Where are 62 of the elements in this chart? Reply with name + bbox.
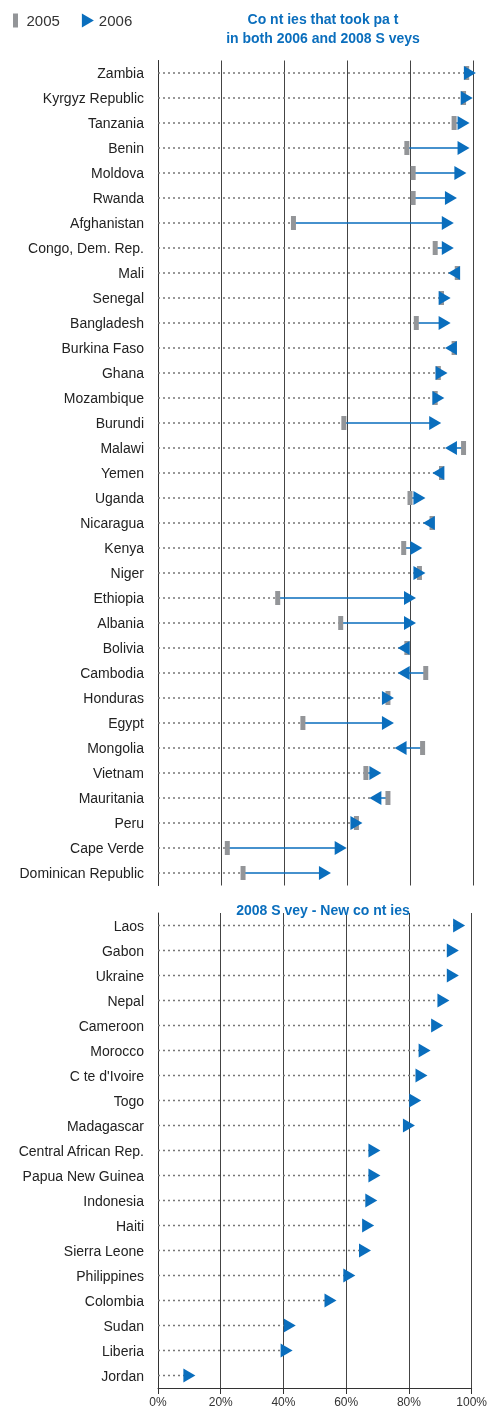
y-tick-label: Rwanda	[92, 190, 145, 206]
y-tick-label: Moldova	[91, 165, 145, 181]
y-tick-label: Bangladesh	[70, 315, 144, 331]
x-tick-label: 20%	[208, 1395, 234, 1409]
y-tick-label: Zambia	[97, 65, 145, 81]
legend-label: 2005	[26, 12, 60, 29]
y-tick-label: Burkina Faso	[61, 340, 145, 356]
y-tick-label: Kenya	[104, 540, 145, 556]
y-tick-label: Mongolia	[87, 740, 145, 756]
y-tick-label: Morocco	[90, 1042, 145, 1059]
y-tick-label: Tanzania	[87, 115, 145, 131]
y-tick-label: Philippines	[76, 1267, 144, 1284]
y-tick-label: Laos	[113, 917, 144, 934]
x-tick-label: 80%	[396, 1395, 422, 1409]
y-tick-label: Indonesia	[83, 1192, 145, 1209]
y-tick-label: Albania	[97, 615, 145, 631]
y-tick-label: Ethiopia	[93, 590, 145, 606]
y-tick-label: Cameroon	[78, 1017, 144, 1034]
y-tick-label: Liberia	[101, 1342, 145, 1359]
y-tick-label: Vietnam	[92, 765, 144, 781]
y-tick-label: Central African Rep.	[18, 1142, 144, 1159]
y-tick-label: Sudan	[103, 1317, 144, 1334]
y-tick-label: Niger	[110, 565, 145, 581]
y-tick-label: Ukraine	[95, 967, 145, 984]
y-tick-label: Congo, Dem. Rep.	[28, 240, 144, 256]
y-tick-label: Peru	[114, 815, 144, 831]
y-tick-label: Dominican Republic	[19, 865, 144, 881]
y-tick-label: Burundi	[95, 415, 144, 431]
y-tick-label: Afghanistan	[70, 215, 144, 231]
y-tick-label: Malawi	[100, 440, 144, 456]
y-tick-label: Honduras	[83, 690, 144, 706]
y-tick-label: Benin	[108, 140, 144, 156]
chart-title: Co nt ies that took pa t in both 2006 and 2008 S veys	[226, 10, 421, 46]
y-tick-label: Jordan	[101, 1367, 144, 1384]
y-tick-label: Colombia	[84, 1292, 145, 1309]
x-tick-label: 100%	[456, 1395, 488, 1409]
y-tick-label: Mozambique	[63, 390, 145, 406]
y-tick-label: C te d'Ivoire	[69, 1067, 145, 1084]
y-tick-label: Kyrgyz Republic	[42, 90, 144, 106]
y-tick-label: Gabon	[101, 942, 144, 959]
y-tick-label: Sierra Leone	[63, 1242, 145, 1259]
y-tick-label: Nicaragua	[80, 515, 145, 531]
y-tick-label: Yemen	[100, 465, 144, 481]
y-tick-label: Haiti	[115, 1217, 144, 1234]
x-tick-label: 40%	[271, 1395, 296, 1409]
x-tick-label: 60%	[334, 1395, 359, 1409]
y-tick-label: Senegal	[92, 290, 144, 306]
y-tick-label: Mauritania	[78, 790, 145, 806]
chart-title: 2008 S vey - New co nt ies	[236, 901, 410, 918]
y-tick-label: Bolivia	[102, 640, 145, 656]
legend-label: 2006	[98, 12, 133, 29]
y-tick-label: Cape Verde	[70, 840, 145, 856]
y-tick-label: Togo	[113, 1092, 145, 1109]
y-tick-label: Cambodia	[80, 665, 145, 681]
y-tick-label: Papua New Guinea	[22, 1167, 145, 1184]
y-tick-label: Nepal	[107, 992, 144, 1009]
y-tick-label: Uganda	[94, 490, 145, 506]
y-tick-label: Ghana	[101, 365, 145, 381]
y-tick-label: Madagascar	[66, 1117, 145, 1134]
y-tick-label: Mali	[118, 265, 144, 281]
y-tick-label: Egypt	[108, 715, 145, 731]
x-tick-label: 0%	[149, 1395, 167, 1409]
